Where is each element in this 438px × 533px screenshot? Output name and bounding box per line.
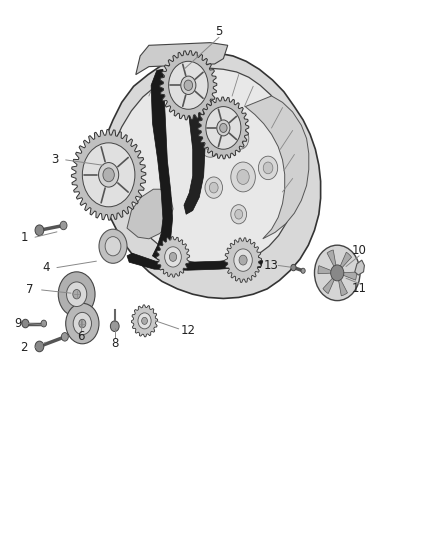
Wedge shape: [318, 265, 337, 274]
Circle shape: [239, 255, 247, 265]
Polygon shape: [131, 305, 158, 337]
Circle shape: [35, 341, 44, 352]
Circle shape: [138, 313, 151, 329]
Circle shape: [41, 320, 46, 327]
Polygon shape: [182, 84, 205, 214]
Text: 4: 4: [42, 261, 50, 274]
Circle shape: [199, 131, 221, 157]
Circle shape: [67, 282, 87, 306]
Polygon shape: [225, 238, 261, 282]
Circle shape: [103, 168, 114, 182]
Text: 10: 10: [352, 244, 367, 257]
Circle shape: [209, 182, 218, 193]
Circle shape: [110, 321, 119, 332]
Circle shape: [205, 177, 223, 198]
Polygon shape: [245, 96, 309, 239]
Wedge shape: [337, 273, 347, 296]
Circle shape: [301, 268, 305, 273]
Polygon shape: [160, 51, 217, 120]
Circle shape: [165, 247, 181, 267]
Circle shape: [35, 225, 44, 236]
Circle shape: [217, 120, 230, 136]
Wedge shape: [337, 252, 352, 273]
Circle shape: [169, 61, 208, 109]
Circle shape: [22, 319, 29, 328]
Circle shape: [141, 317, 148, 325]
Circle shape: [99, 163, 119, 187]
Wedge shape: [327, 250, 337, 273]
Text: 1: 1: [20, 231, 28, 244]
Circle shape: [237, 169, 249, 184]
Circle shape: [231, 205, 247, 224]
Circle shape: [231, 128, 249, 149]
Text: 9: 9: [14, 317, 21, 330]
Circle shape: [73, 312, 92, 335]
Circle shape: [263, 162, 273, 174]
Text: 5: 5: [215, 26, 223, 38]
Polygon shape: [71, 130, 146, 220]
Circle shape: [79, 319, 86, 328]
Circle shape: [73, 289, 81, 299]
Text: 6: 6: [77, 330, 85, 343]
Circle shape: [331, 265, 344, 281]
Circle shape: [66, 303, 99, 344]
Text: 13: 13: [263, 259, 278, 272]
Circle shape: [220, 124, 227, 132]
Text: 11: 11: [352, 282, 367, 295]
Circle shape: [60, 221, 67, 230]
Polygon shape: [127, 189, 173, 239]
Circle shape: [258, 156, 278, 180]
Circle shape: [236, 133, 244, 144]
Polygon shape: [156, 237, 190, 277]
Polygon shape: [355, 260, 364, 275]
Polygon shape: [127, 253, 263, 270]
Circle shape: [61, 333, 68, 341]
Circle shape: [99, 229, 127, 263]
Text: 7: 7: [26, 284, 34, 296]
Polygon shape: [198, 97, 249, 159]
Circle shape: [184, 80, 193, 91]
Circle shape: [205, 137, 215, 151]
Wedge shape: [337, 272, 357, 280]
Circle shape: [105, 237, 121, 256]
Text: 8: 8: [111, 337, 118, 350]
Text: 3: 3: [51, 154, 58, 166]
Circle shape: [314, 245, 360, 301]
Circle shape: [235, 209, 243, 219]
Polygon shape: [101, 68, 299, 265]
Circle shape: [234, 249, 252, 271]
Circle shape: [58, 272, 95, 317]
Circle shape: [170, 253, 177, 261]
Polygon shape: [151, 69, 173, 260]
Polygon shape: [94, 52, 321, 298]
Wedge shape: [323, 273, 337, 294]
Circle shape: [181, 76, 196, 94]
Circle shape: [231, 162, 255, 192]
Polygon shape: [136, 43, 228, 75]
Circle shape: [291, 264, 296, 271]
Text: 2: 2: [20, 341, 28, 354]
Text: 12: 12: [181, 324, 196, 337]
Circle shape: [206, 107, 241, 149]
Circle shape: [82, 143, 135, 207]
